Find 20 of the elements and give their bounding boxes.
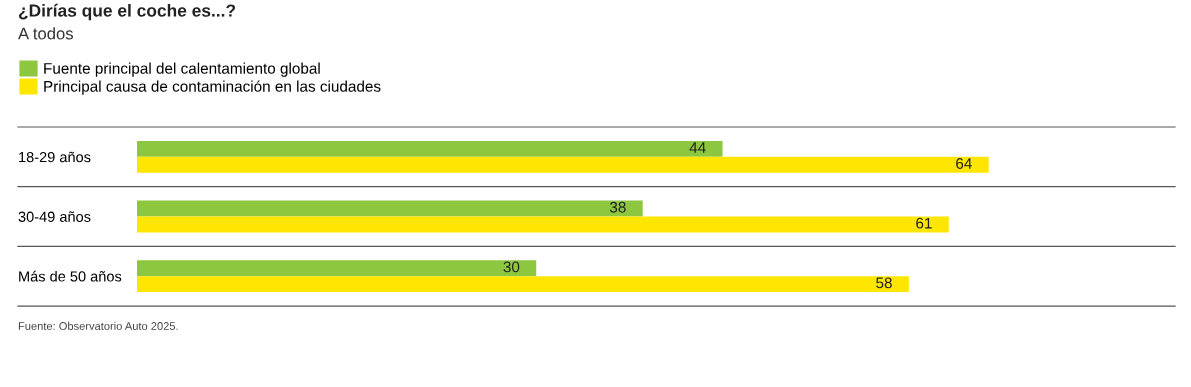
- bar: [137, 216, 949, 233]
- data-label: 30: [503, 261, 520, 273]
- data-label: 38: [609, 201, 626, 213]
- y-tick-label: 30-49 años: [18, 211, 91, 222]
- bar: [137, 200, 643, 217]
- y-tick-label: Más de 50 años: [19, 270, 122, 282]
- data-label: 64: [956, 158, 972, 169]
- data-label: 44: [689, 142, 706, 153]
- data-label: 58: [876, 277, 892, 289]
- chart-title: ¿Dirías que el coche es...?: [18, 3, 236, 21]
- data-label: 61: [916, 217, 932, 229]
- bar: [137, 156, 989, 173]
- source-note: Fuente: Observatorio Auto 2025.: [18, 321, 178, 330]
- bar: [137, 260, 537, 277]
- legend-label: Fuente principal del calentamiento global: [44, 62, 320, 77]
- legend-label: Principal causa de contaminación en las ciudades: [44, 80, 381, 95]
- bar: [137, 140, 723, 157]
- bar: [137, 276, 909, 293]
- chart-subtitle: A todos: [18, 27, 73, 40]
- y-tick-label: 18-29 años: [19, 151, 91, 163]
